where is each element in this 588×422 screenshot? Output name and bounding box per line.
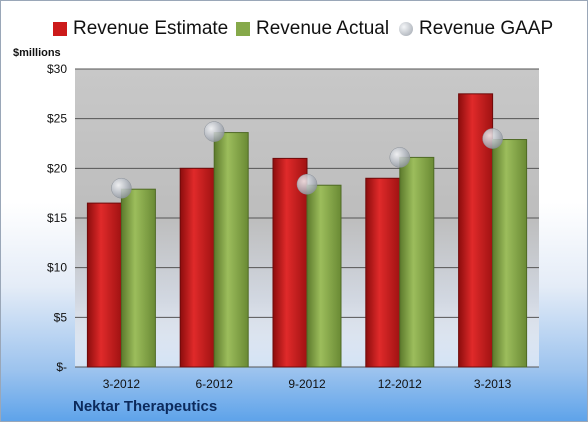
company-name: Nektar Therapeutics (73, 398, 218, 415)
legend-label-revenue-estimate: Revenue Estimate (73, 18, 229, 39)
x-tick-label: 12-2012 (378, 377, 422, 391)
marker-revenue-gaap (482, 128, 503, 149)
bar-revenue-actual (492, 139, 528, 368)
y-tick-label: $30 (47, 62, 67, 76)
x-tick-label: 6-2012 (196, 377, 234, 391)
bar-revenue-actual (120, 188, 156, 368)
bar-revenue-estimate (86, 202, 122, 368)
y-tick-label: $10 (47, 261, 67, 275)
legend-label-revenue-actual: Revenue Actual (256, 18, 390, 39)
bar-revenue-actual (213, 132, 249, 368)
y-tick-label: $15 (47, 211, 67, 225)
marker-revenue-gaap (111, 177, 132, 199)
x-axis-ticks: 3-2012 6-2012 9-2012 12-2012 3-2013 (103, 377, 512, 391)
legend-swatch-revenue-gaap (399, 22, 413, 36)
legend-label-revenue-gaap: Revenue GAAP (419, 18, 554, 39)
bars (86, 93, 528, 368)
legend-item-revenue-gaap: Revenue GAAP (399, 18, 553, 40)
legend-item-revenue-actual: Revenue Actual (236, 18, 389, 40)
y-tick-label: $5 (54, 310, 68, 324)
marker-revenue-gaap (203, 121, 225, 142)
legend-swatch-revenue-estimate (53, 22, 67, 36)
bar-revenue-estimate (365, 177, 401, 368)
bar-revenue-actual (399, 156, 435, 368)
bar-revenue-actual (306, 184, 342, 368)
y-axis-label: $millions (13, 47, 61, 59)
y-tick-label: $20 (47, 161, 67, 175)
x-tick-label: 9-2012 (288, 377, 326, 391)
x-tick-label: 3-2012 (103, 377, 141, 391)
y-axis-ticks: $- $5 $10 $15 $20 $25 $30 (47, 62, 67, 374)
y-tick-label: $25 (47, 112, 67, 126)
marker-revenue-gaap (389, 147, 411, 168)
gaap-markers (111, 121, 503, 199)
y-tick-label: $- (56, 360, 67, 374)
legend-item-revenue-estimate: Revenue Estimate (53, 18, 228, 40)
chart-legend: Revenue Estimate Revenue Actual Revenue … (1, 13, 587, 43)
x-tick-label: 3-2013 (474, 377, 512, 391)
legend-swatch-revenue-actual (236, 22, 250, 36)
bar-revenue-estimate (179, 167, 215, 368)
marker-revenue-gaap (296, 173, 318, 195)
